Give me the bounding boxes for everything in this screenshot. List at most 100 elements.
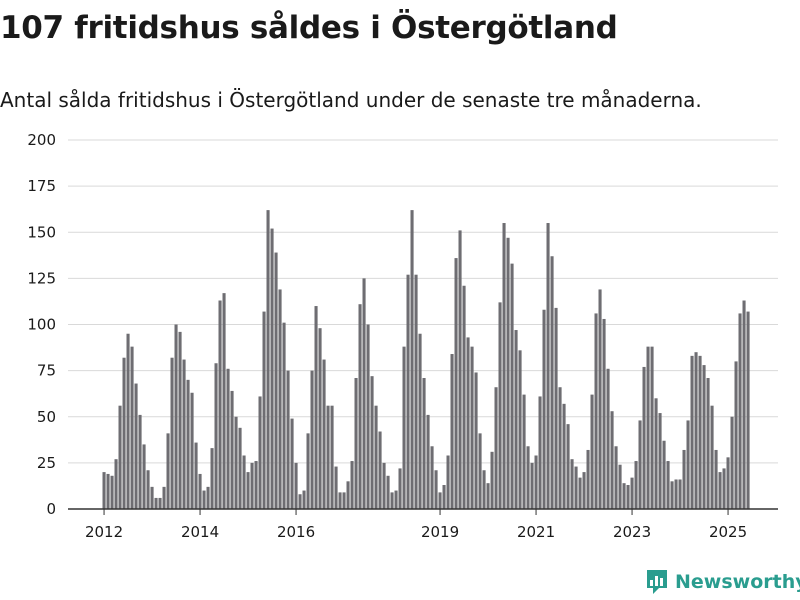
bar <box>186 379 190 509</box>
bar <box>246 472 250 509</box>
bar <box>250 462 254 510</box>
bar <box>482 470 486 509</box>
bar <box>466 337 470 509</box>
bar <box>378 431 382 509</box>
bar <box>722 468 726 509</box>
bar <box>314 306 318 509</box>
bar <box>622 483 626 509</box>
bar <box>418 333 422 509</box>
bar <box>610 411 614 509</box>
gridlines <box>68 139 778 464</box>
bar <box>686 420 690 509</box>
bar <box>306 433 310 509</box>
bar <box>194 442 198 509</box>
bar <box>234 416 238 509</box>
bar <box>138 414 142 509</box>
bar <box>258 396 262 509</box>
bar <box>202 490 206 509</box>
bars <box>102 210 750 510</box>
bar <box>602 318 606 509</box>
bar <box>398 468 402 509</box>
bar <box>486 483 490 509</box>
newsworthy-logo-text: Newsworthy <box>675 571 800 593</box>
bar <box>574 466 578 509</box>
bar <box>370 376 374 509</box>
bar <box>254 461 258 509</box>
bar <box>394 490 398 509</box>
bar <box>142 444 146 509</box>
bar <box>458 230 462 509</box>
y-tick-label: 75 <box>37 362 56 380</box>
bar <box>390 492 394 509</box>
bar <box>182 359 186 509</box>
bar <box>630 477 634 509</box>
bar <box>402 346 406 509</box>
bar <box>614 446 618 509</box>
bar <box>578 477 582 509</box>
bar <box>242 455 246 509</box>
bar <box>362 278 366 510</box>
bar <box>470 346 474 509</box>
x-tick-label: 2012 <box>85 523 123 541</box>
bar <box>514 330 518 509</box>
bar <box>374 405 378 509</box>
bar <box>342 492 346 509</box>
bar <box>586 449 590 509</box>
bar <box>350 461 354 509</box>
newsworthy-logo[interactable]: Newsworthy <box>645 568 800 596</box>
bar <box>510 263 514 509</box>
bar <box>146 470 150 509</box>
bar <box>710 405 714 509</box>
bar <box>706 378 710 509</box>
bar <box>190 392 194 509</box>
bar <box>126 333 130 509</box>
bar <box>210 448 214 509</box>
x-tick-label: 2023 <box>613 523 651 541</box>
bar <box>322 359 326 509</box>
bar <box>650 346 654 509</box>
bar <box>714 449 718 509</box>
bar <box>726 457 730 509</box>
bar <box>450 354 454 509</box>
bar <box>558 387 562 509</box>
bar <box>734 361 738 509</box>
bar <box>134 383 138 509</box>
newsworthy-logo-icon <box>647 570 667 594</box>
bar <box>298 494 302 509</box>
bar <box>546 223 550 509</box>
bar <box>150 486 154 509</box>
bar <box>642 366 646 509</box>
bar <box>162 486 166 509</box>
bar <box>118 405 122 509</box>
bar <box>174 324 178 509</box>
bar <box>354 378 358 509</box>
bar <box>414 274 418 509</box>
bar <box>426 414 430 509</box>
bar <box>582 472 586 509</box>
bar <box>566 424 570 509</box>
bar <box>446 455 450 509</box>
bar <box>130 346 134 509</box>
bar <box>634 461 638 509</box>
bar <box>670 481 674 509</box>
bar <box>654 398 658 509</box>
bar <box>278 289 282 509</box>
bar <box>266 210 270 510</box>
bar <box>442 485 446 509</box>
bar <box>110 475 114 509</box>
bar <box>302 490 306 509</box>
x-tick-label: 2021 <box>517 523 555 541</box>
bar <box>598 289 602 509</box>
bar <box>506 237 510 510</box>
bar <box>366 324 370 509</box>
bar <box>518 350 522 509</box>
bar <box>170 357 174 509</box>
bar <box>658 413 662 509</box>
bar <box>430 446 434 509</box>
bar <box>326 405 330 509</box>
y-tick-label: 0 <box>46 500 56 518</box>
bar <box>738 313 742 509</box>
bar <box>386 475 390 509</box>
bar <box>290 418 294 509</box>
bar <box>206 486 210 509</box>
